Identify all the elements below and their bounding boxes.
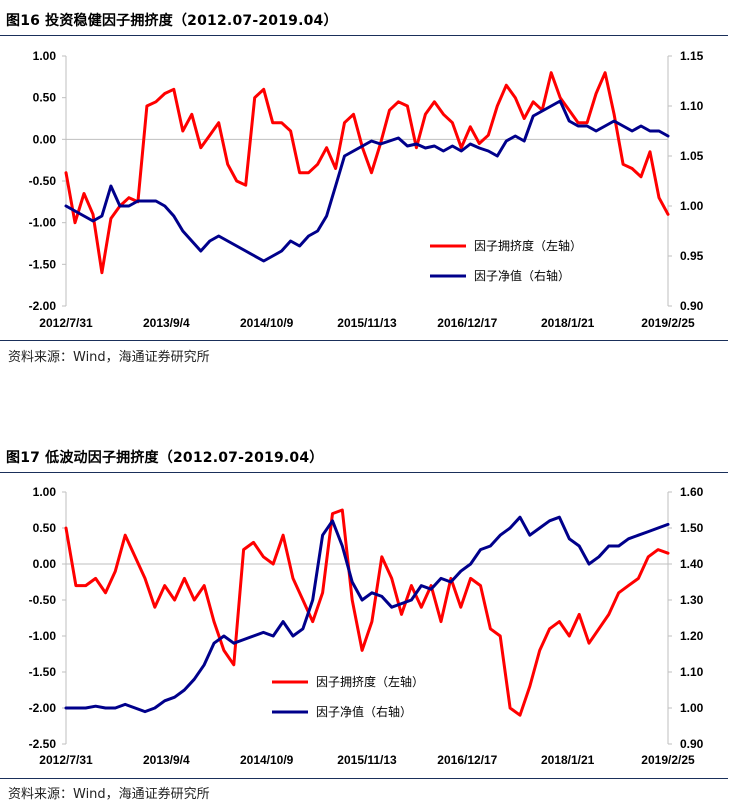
source-note: 资料来源：Wind，海通证券研究所 — [8, 350, 210, 365]
x-tick-label: 2016/12/17 — [437, 316, 497, 330]
x-tick-label: 2012/7/31 — [39, 316, 93, 330]
y-right-tick-label: 1.15 — [680, 49, 704, 63]
title-rule — [0, 35, 728, 36]
y-right-tick-label: 0.90 — [680, 737, 704, 751]
source-rule — [0, 340, 728, 341]
legend-label: 因子净值（右轴） — [316, 704, 412, 719]
y-right-tick-label: 1.50 — [680, 521, 704, 535]
source-rule — [0, 778, 728, 779]
y-left-tick-label: 1.00 — [33, 49, 57, 63]
y-right-tick-label: 1.10 — [680, 99, 704, 113]
source-note: 资料来源：Wind，海通证券研究所 — [8, 787, 210, 802]
y-left-tick-label: 1.00 — [33, 485, 57, 499]
x-tick-label: 2014/10/9 — [240, 753, 294, 767]
legend-label: 因子拥挤度（左轴） — [474, 238, 582, 253]
y-right-tick-label: 1.00 — [680, 199, 704, 213]
y-left-tick-label: -2.50 — [29, 737, 57, 751]
x-tick-label: 2016/12/17 — [437, 753, 497, 767]
x-tick-label: 2019/2/25 — [641, 316, 695, 330]
y-left-tick-label: -1.50 — [29, 257, 57, 271]
title-rule — [0, 472, 728, 473]
y-right-tick-label: 1.30 — [680, 593, 704, 607]
y-right-tick-label: 0.90 — [680, 299, 704, 313]
x-tick-label: 2018/1/21 — [541, 753, 595, 767]
series-line-nav — [64, 99, 670, 263]
series-line-crowding — [64, 508, 670, 717]
y-left-tick-label: -2.00 — [29, 701, 57, 715]
y-left-tick-label: 0.00 — [33, 132, 57, 146]
y-left-tick-label: -2.00 — [29, 299, 57, 313]
chart-title: 图17 低波动因子拥挤度（2012.07-2019.04） — [6, 450, 324, 466]
chart-17: 1.00 0.50 0.00 -0.50 -1.00 -1.50 -2.00 -2.50 1.6… — [29, 485, 704, 767]
x-tick-label: 2019/2/25 — [641, 753, 695, 767]
series-line-nav — [64, 515, 670, 714]
x-tick-label: 2015/11/13 — [337, 316, 397, 330]
y-right-tick-label: 1.20 — [680, 629, 704, 643]
y-left-tick-label: 0.00 — [33, 557, 57, 571]
y-left-tick-label: 0.50 — [33, 91, 57, 105]
y-left-tick-label: -1.50 — [29, 665, 57, 679]
chart-16: 1.00 0.50 0.00 -0.50 -1.00 -1.50 -2.00 1.15 1.10… — [29, 49, 704, 330]
x-tick-label: 2018/1/21 — [541, 316, 595, 330]
y-right-tick-label: 0.95 — [680, 249, 704, 263]
y-right-tick-label: 1.00 — [680, 701, 704, 715]
y-right-tick-label: 1.05 — [680, 149, 704, 163]
x-tick-label: 2014/10/9 — [240, 316, 294, 330]
y-right-tick-label: 1.10 — [680, 665, 704, 679]
chart-title: 图16 投资稳健因子拥挤度（2012.07-2019.04） — [6, 13, 338, 29]
y-left-tick-label: -1.00 — [29, 216, 57, 230]
y-right-tick-label: 1.40 — [680, 557, 704, 571]
y-left-tick-label: -1.00 — [29, 629, 57, 643]
x-tick-label: 2013/9/4 — [143, 316, 190, 330]
y-left-tick-label: -0.50 — [29, 593, 57, 607]
y-left-tick-label: -0.50 — [29, 174, 57, 188]
legend-label: 因子净值（右轴） — [474, 268, 570, 283]
x-tick-label: 2013/9/4 — [143, 753, 190, 767]
series-line-crowding — [64, 71, 670, 275]
legend-label: 因子拥挤度（左轴） — [316, 674, 424, 689]
x-tick-label: 2012/7/31 — [39, 753, 93, 767]
y-left-tick-label: 0.50 — [33, 521, 57, 535]
x-tick-label: 2015/11/13 — [337, 753, 397, 767]
y-right-tick-label: 1.60 — [680, 485, 704, 499]
